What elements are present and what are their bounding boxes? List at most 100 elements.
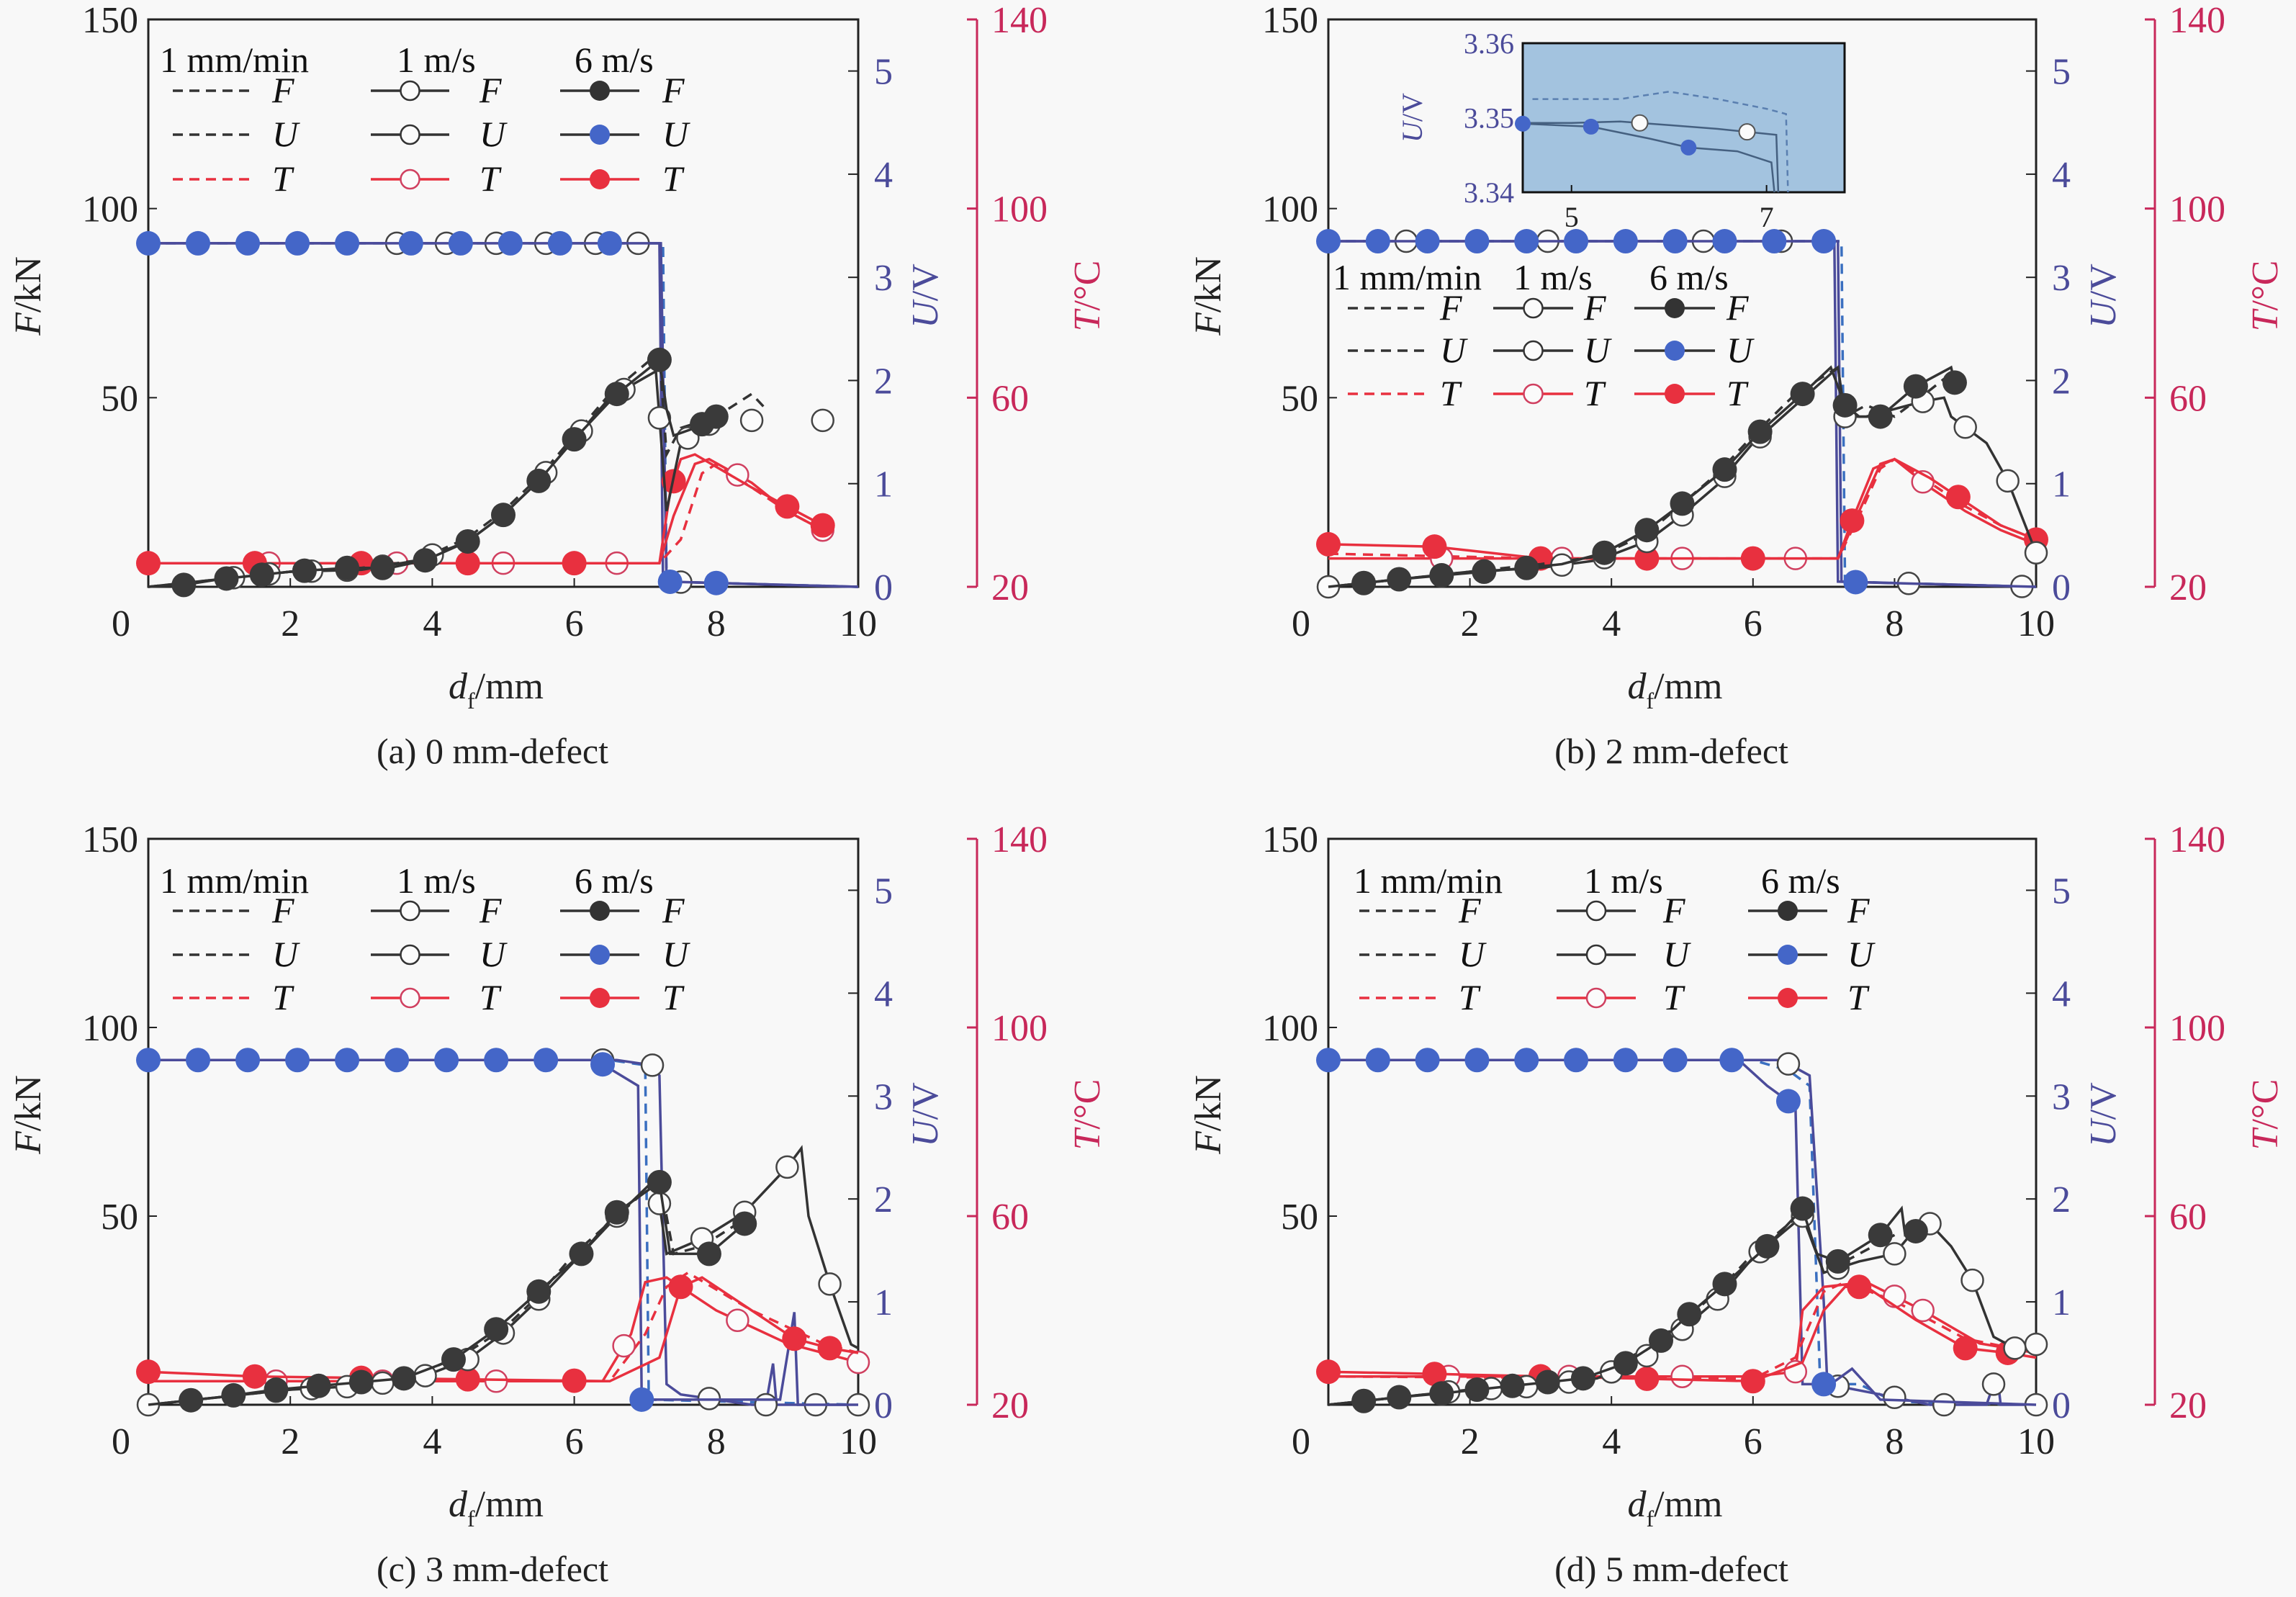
x-tick-label: 10 (839, 603, 877, 644)
x-axis-label: df/mm (1628, 666, 1723, 714)
x-tick-label: 4 (423, 603, 441, 644)
marker-filled-u (534, 1048, 559, 1073)
u-axis-label-unit: /V (2083, 1082, 2124, 1120)
legend-label: T (480, 158, 502, 199)
t-tick-label: 60 (991, 378, 1029, 419)
marker-open-f (371, 1371, 395, 1395)
x-tick-label: 2 (281, 603, 300, 644)
f-tick-label: 100 (82, 1008, 138, 1049)
marker-filled-u (1613, 229, 1638, 254)
marker-filled-f (1514, 555, 1539, 580)
plot-frame (1327, 837, 2038, 1406)
legend-label: F (271, 70, 294, 110)
x-tick-label: 10 (2017, 1421, 2055, 1462)
legend-label: T (1459, 977, 1481, 1017)
marker-filled-f (1387, 567, 1412, 592)
marker-open-f (2024, 1332, 2048, 1357)
t-axis-label-unit: /°C (2245, 1079, 2286, 1130)
t-axis-label: T/°C (1067, 1079, 1108, 1151)
u-tick-label: 1 (874, 1282, 893, 1323)
marker-filled-u (398, 230, 423, 256)
f-tick-label: 50 (1281, 378, 1318, 419)
marker-filled-u (1811, 229, 1837, 254)
series-line-u (1328, 1058, 2037, 1406)
marker-filled-f (1868, 404, 1893, 429)
panel-b: 0 2 4 6 8 10501001500123452060100140F/kNU/VT/… (1188, 0, 2286, 771)
u-tick-label: 1 (2052, 464, 2071, 505)
legend-label: F (1847, 890, 1870, 930)
marker-filled-u (384, 1048, 410, 1073)
marker-filled-f (604, 382, 629, 407)
marker-filled-t (136, 551, 161, 576)
series-line-t (1328, 457, 2037, 560)
marker-filled-u (1762, 229, 1787, 254)
marker-filled-u (1514, 229, 1539, 254)
marker-filled-t (817, 1336, 842, 1361)
marker-filled-u (1662, 1048, 1688, 1073)
u-tick-label: 1 (2052, 1282, 2071, 1323)
marker-filled-t (455, 551, 480, 576)
u-axis-label: U/V (2083, 264, 2124, 328)
f-axis-label-unit: /kN (1188, 256, 1229, 312)
x-tick-label: 6 (1744, 1421, 1762, 1462)
marker-filled-u (285, 230, 310, 256)
t-tick-label: 100 (2169, 189, 2225, 230)
legend-header: 1 mm/min (1354, 860, 1503, 901)
plot-frame (147, 837, 860, 1406)
u-axis-label: U/V (2083, 1082, 2124, 1147)
marker-open-t (846, 1350, 870, 1375)
legend-label: F (1662, 890, 1685, 930)
panel-caption: (b) 2 mm-defect (1554, 731, 1788, 771)
marker-filled-f (604, 1200, 629, 1225)
marker-filled-u (235, 230, 261, 256)
f-axis-label: F/kN (8, 1075, 49, 1155)
f-tick-label: 150 (82, 819, 138, 860)
x-tick-label: 6 (1744, 603, 1762, 644)
u-tick-label: 1 (874, 464, 893, 505)
marker-filled-f (1755, 1233, 1780, 1259)
marker-filled-f (249, 562, 274, 588)
x-axis-label-unit: /mm (475, 666, 544, 707)
u-axis-label: U/V (905, 1082, 946, 1147)
marker-filled-u (1415, 1048, 1440, 1073)
marker-filled-u (335, 1048, 360, 1073)
marker-filled-f (171, 572, 197, 598)
legend-label: U (1459, 934, 1487, 974)
marker-filled-f (1634, 518, 1660, 543)
marker-open-f (647, 1192, 672, 1215)
f-axis-label: F/kN (1188, 256, 1229, 336)
marker-filled-f (1351, 1388, 1377, 1413)
t-tick-label: 60 (2169, 378, 2207, 419)
x-axis-label: df/mm (449, 666, 544, 714)
u-tick-label: 0 (874, 567, 893, 608)
inset-marker-open (1631, 114, 1649, 132)
panel-caption: (d) 5 mm-defect (1554, 1549, 1788, 1589)
u-tick-label: 2 (874, 361, 893, 402)
legend-label: U (272, 114, 300, 154)
f-tick-label: 100 (82, 189, 138, 230)
legend-marker-open (400, 80, 420, 102)
t-axis-label-unit: /°C (1067, 1079, 1108, 1130)
marker-filled-u (1564, 229, 1589, 254)
x-tick-label: 4 (423, 1421, 441, 1462)
marker-filled-u (448, 230, 473, 256)
marker-open-u (1932, 1393, 1956, 1417)
marker-filled-u (1719, 1048, 1744, 1073)
legend-marker-open (400, 987, 420, 1009)
t-tick-label: 60 (2169, 1197, 2207, 1238)
marker-filled-f (1500, 1373, 1525, 1398)
legend-label: F (662, 70, 685, 110)
marker-open-f (647, 406, 672, 430)
t-tick-label: 100 (991, 189, 1048, 230)
marker-filled-f (1670, 491, 1695, 516)
marker-filled-f (526, 468, 552, 493)
marker-open-f (2003, 1336, 2027, 1360)
marker-filled-u (1365, 229, 1390, 254)
t-tick-label: 60 (991, 1197, 1029, 1238)
marker-filled-u (1415, 229, 1440, 254)
legend-label: T (1584, 373, 1606, 413)
inset-y-tick-label: 3.35 (1464, 102, 1514, 135)
legend-label: T (272, 158, 294, 199)
marker-filled-u (186, 1048, 211, 1073)
marker-filled-u (285, 1048, 310, 1073)
